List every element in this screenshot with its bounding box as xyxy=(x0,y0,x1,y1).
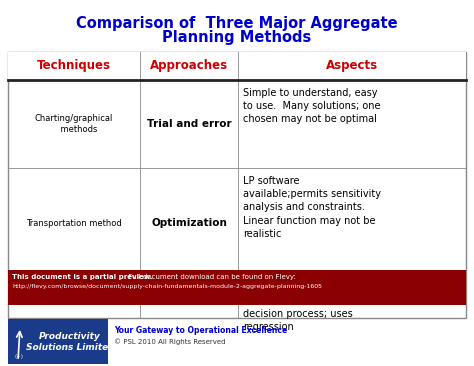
Text: Productivity
Solutions Limited: Productivity Solutions Limited xyxy=(26,332,114,352)
Text: Your Gateway to Operational Excellence: Your Gateway to Operational Excellence xyxy=(114,326,287,335)
Text: Full document download can be found on Flevy:: Full document download can be found on F… xyxy=(124,274,296,280)
Text: © PSL 2010 All Rights Reserved: © PSL 2010 All Rights Reserved xyxy=(114,338,226,345)
Bar xyxy=(8,52,466,80)
Text: Techniques: Techniques xyxy=(37,60,111,72)
Text: Simple to understand, easy
to use.  Many solutions; one
chosen may not be optima: Simple to understand, easy to use. Many … xyxy=(243,88,381,124)
Text: decision process; uses
regression: decision process; uses regression xyxy=(243,309,353,332)
Text: http://flevy.com/browse/document/supply-chain-fundamentals-module-2-aggregate-pl: http://flevy.com/browse/document/supply-… xyxy=(12,284,322,289)
Text: Approaches: Approaches xyxy=(150,60,228,72)
Text: LP software
available;permits sensitivity
analysis and constraints.
Linear funct: LP software available;permits sensitivit… xyxy=(243,176,381,239)
Text: Transportation method: Transportation method xyxy=(26,219,122,228)
Text: Charting/graphical
    methods: Charting/graphical methods xyxy=(35,114,113,134)
Bar xyxy=(8,52,466,318)
Text: Trial and error: Trial and error xyxy=(146,119,231,129)
Text: Comparison of  Three Major Aggregate: Comparison of Three Major Aggregate xyxy=(76,16,398,31)
Text: (+): (+) xyxy=(15,354,24,359)
Text: Aspects: Aspects xyxy=(326,60,378,72)
Text: Planning Methods: Planning Methods xyxy=(163,30,311,45)
Bar xyxy=(8,270,466,305)
Bar xyxy=(8,319,108,364)
Text: Optimization: Optimization xyxy=(151,218,227,228)
Text: This document is a partial preview.: This document is a partial preview. xyxy=(12,274,153,280)
